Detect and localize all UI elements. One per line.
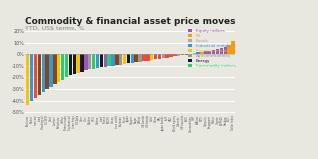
Bar [227, 45, 231, 54]
Bar [158, 54, 161, 59]
Bar [53, 54, 57, 84]
Bar [181, 54, 184, 55]
Bar [73, 54, 76, 74]
Bar [220, 48, 223, 54]
Bar [138, 54, 142, 62]
Bar [100, 54, 103, 67]
Bar [76, 54, 80, 73]
Bar [231, 41, 235, 54]
Bar [119, 54, 122, 65]
Bar [96, 54, 99, 68]
Bar [84, 54, 87, 70]
Bar [146, 54, 149, 61]
Bar [103, 54, 107, 67]
Bar [216, 49, 219, 54]
Bar [193, 53, 196, 54]
Bar [57, 54, 60, 82]
Text: YTD, US$ terms, %: YTD, US$ terms, % [25, 26, 85, 31]
Bar [34, 54, 37, 98]
Bar [88, 54, 91, 69]
Bar [162, 54, 165, 58]
Bar [49, 54, 53, 87]
Bar [42, 54, 45, 92]
Bar [224, 47, 227, 54]
Bar [142, 54, 146, 61]
Bar [208, 51, 211, 54]
Bar [65, 54, 68, 77]
Bar [111, 54, 115, 66]
Bar [45, 54, 49, 89]
Bar [169, 54, 173, 57]
Bar [135, 54, 138, 62]
Bar [61, 54, 64, 80]
Bar [38, 54, 41, 95]
Bar [92, 54, 95, 69]
Bar [131, 54, 134, 63]
Bar [173, 54, 176, 56]
Bar [69, 54, 72, 75]
Bar [30, 54, 33, 100]
Bar [80, 54, 84, 72]
Text: Commodity & financial asset price moves: Commodity & financial asset price moves [25, 17, 236, 26]
Bar [26, 54, 30, 105]
Bar [185, 54, 188, 55]
Bar [150, 54, 153, 60]
Bar [123, 54, 126, 64]
Bar [154, 54, 157, 59]
Bar [197, 52, 200, 54]
Bar [127, 54, 130, 63]
Legend: Equity indices, FX, Bonds, Industrial metals, Precious metals, Agricommodities, : Equity indices, FX, Bonds, Industrial me… [188, 29, 235, 68]
Bar [204, 51, 208, 54]
Bar [107, 54, 111, 66]
Bar [212, 49, 215, 54]
Bar [115, 54, 119, 65]
Bar [165, 54, 169, 58]
Bar [177, 54, 181, 56]
Bar [200, 52, 204, 54]
